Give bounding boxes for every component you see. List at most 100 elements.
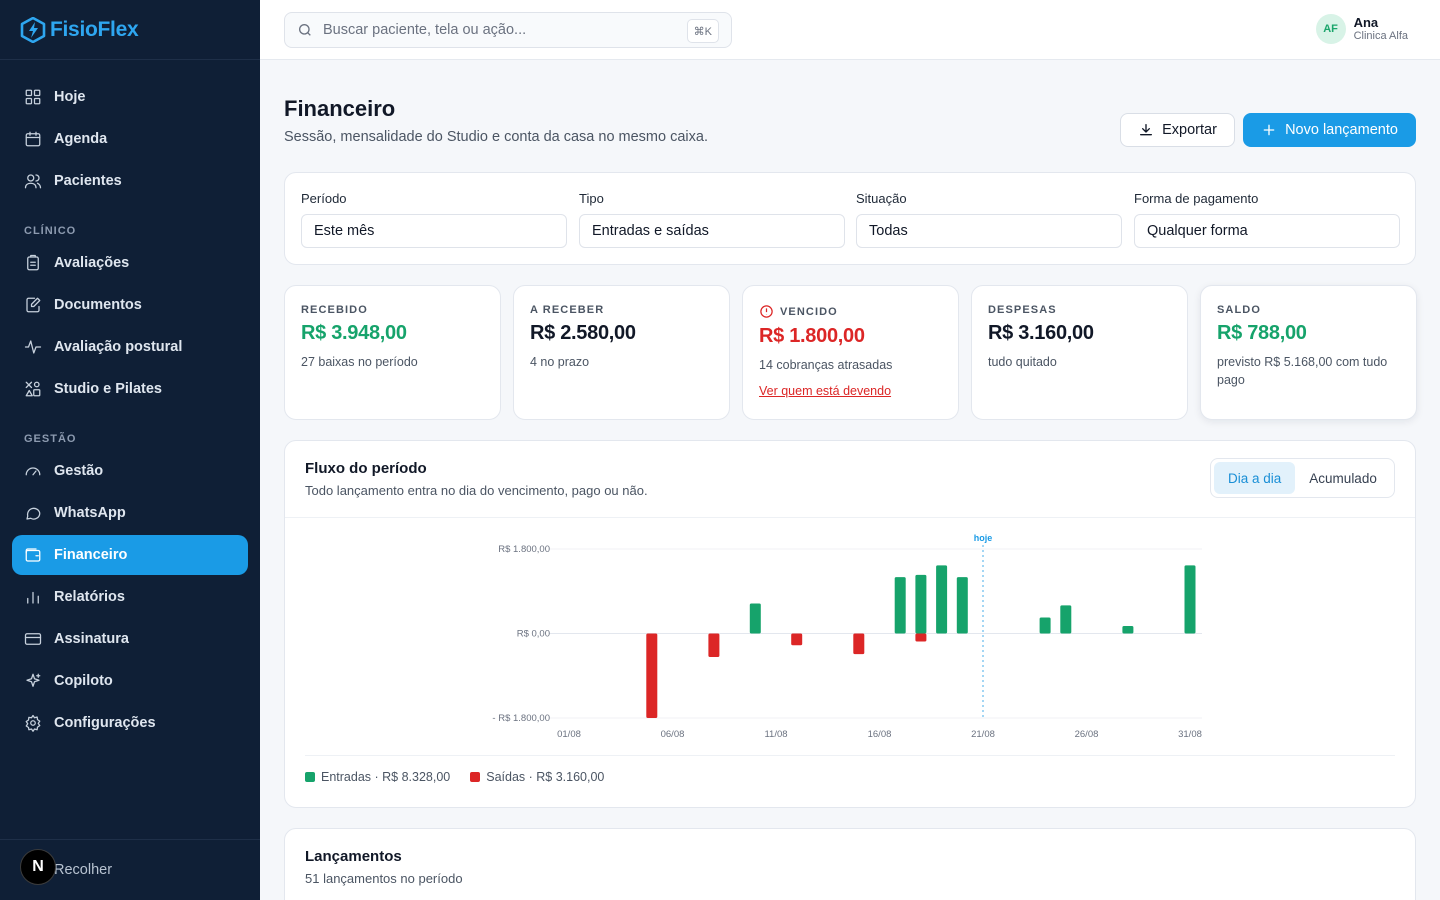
- see-debtors-link[interactable]: Ver quem está devendo: [759, 384, 892, 398]
- kpi-value: R$ 3.948,00: [301, 322, 407, 344]
- sidebar-item-configuracoes[interactable]: Configurações: [12, 703, 248, 743]
- view-toggle: Dia a dia Acumulado: [1210, 458, 1395, 498]
- sidebar-item-label: Studio e Pilates: [54, 381, 162, 397]
- search-input[interactable]: [323, 22, 673, 38]
- sidebar-item-label: Hoje: [54, 89, 86, 105]
- sidebar-item-pacientes[interactable]: Pacientes: [12, 161, 248, 201]
- bar-saídas: [791, 633, 803, 646]
- kpi-label: A RECEBER: [530, 304, 605, 316]
- sparkle-icon: [26, 673, 41, 687]
- section-gestao: GESTÃO: [24, 433, 77, 445]
- filter-situacao: Situação Todas: [856, 191, 1122, 248]
- chart-title: Fluxo do período: [305, 460, 427, 477]
- sidebar-item-avaliacao-postural[interactable]: Avaliação postural: [12, 327, 248, 367]
- kpi-a-receber: A RECEBER R$ 2.580,00 4 no prazo: [513, 285, 730, 420]
- sidebar-item-whatsapp[interactable]: WhatsApp: [12, 493, 248, 533]
- filters-panel: Período Este mês Tipo Entradas e saídas …: [284, 172, 1416, 265]
- bar-saídas: [853, 633, 865, 655]
- grid-icon: [25, 89, 41, 105]
- kpi-label: VENCIDO: [780, 305, 838, 318]
- filter-label: Forma de pagamento: [1134, 191, 1259, 206]
- kpi-value: R$ 2.580,00: [530, 322, 636, 344]
- bar-saídas: [708, 633, 720, 657]
- sidebar-item-label: Avaliação postural: [54, 339, 183, 355]
- sidebar-nav: Hoje Agenda Pacientes CLÍNICO Avaliações…: [0, 60, 260, 743]
- sidebar-item-label: Financeiro: [54, 547, 128, 563]
- new-entry-button[interactable]: Novo lançamento: [1243, 113, 1416, 147]
- sidebar-item-agenda[interactable]: Agenda: [12, 119, 248, 159]
- kpi-vencido: VENCIDO R$ 1.800,00 14 cobranças atrasad…: [742, 285, 959, 420]
- sidebar-item-label: Assinatura: [54, 631, 129, 647]
- sidebar-item-copiloto[interactable]: Copiloto: [12, 661, 248, 701]
- kpi-despesas: DESPESAS R$ 3.160,00 tudo quitado: [971, 285, 1188, 420]
- sidebar-item-financeiro[interactable]: Financeiro: [12, 535, 248, 575]
- sidebar-item-avaliacoes[interactable]: Avaliações: [12, 243, 248, 283]
- users-icon: [24, 174, 42, 189]
- chart-subtitle: Todo lançamento entra no dia do vencimen…: [305, 483, 648, 498]
- filter-label: Situação: [856, 191, 907, 206]
- kpi-value: R$ 788,00: [1217, 322, 1307, 344]
- sidebar-item-hoje[interactable]: Hoje: [12, 77, 248, 117]
- user-name: Ana: [1353, 14, 1379, 30]
- sidebar-item-assinatura[interactable]: Assinatura: [12, 619, 248, 659]
- search-box[interactable]: ⌘K: [284, 12, 732, 48]
- n-badge[interactable]: N: [20, 849, 56, 885]
- today-label: hoje: [974, 533, 993, 543]
- kpi-label: RECEBIDO: [301, 304, 368, 316]
- filter-forma-pagamento: Forma de pagamento Qualquer forma: [1134, 191, 1400, 248]
- legend-divider: [305, 755, 1395, 756]
- kpi-note: 4 no prazo: [530, 355, 590, 369]
- bar-entradas: [1039, 617, 1051, 634]
- new-entry-label: Novo lançamento: [1285, 122, 1398, 138]
- logo[interactable]: FisioFlex: [0, 0, 260, 60]
- filter-periodo: Período Este mês: [301, 191, 567, 248]
- clipboard-icon: [27, 254, 39, 271]
- download-icon: [1140, 124, 1153, 136]
- sidebar-item-label: Pacientes: [54, 173, 122, 189]
- bar-saídas: [646, 633, 658, 718]
- sidebar-item-gestao[interactable]: Gestão: [12, 451, 248, 491]
- x-tick-label: 21/08: [971, 729, 995, 740]
- export-label: Exportar: [1162, 122, 1217, 138]
- pulse-icon: [24, 340, 42, 354]
- alert-circle-icon: [760, 305, 773, 318]
- toggle-cumulative[interactable]: Acumulado: [1309, 470, 1377, 486]
- sidebar-item-documentos[interactable]: Documentos: [12, 285, 248, 325]
- bar-entradas: [915, 574, 927, 634]
- export-button[interactable]: Exportar: [1120, 113, 1235, 147]
- filter-label: Tipo: [579, 191, 604, 206]
- x-tick-label: 16/08: [868, 729, 892, 740]
- credit-card-icon: [24, 633, 42, 645]
- sidebar-item-label: Documentos: [54, 297, 142, 313]
- kpi-label: DESPESAS: [988, 304, 1057, 316]
- kpi-value: R$ 1.800,00: [759, 325, 865, 347]
- filter-tipo: Tipo Entradas e saídas: [579, 191, 845, 248]
- bar-entradas: [894, 577, 906, 634]
- user-menu[interactable]: AF Ana Clinica Alfa: [1315, 14, 1408, 44]
- y-tick-label: R$ 0,00: [517, 629, 550, 640]
- toggle-daily[interactable]: Dia a dia: [1214, 462, 1296, 494]
- entries-card: Lançamentos 51 lançamentos no período: [284, 828, 1416, 900]
- situacao-select[interactable]: Todas: [856, 214, 1122, 248]
- forma-pagamento-select[interactable]: Qualquer forma: [1134, 214, 1400, 248]
- chart-divider: [285, 517, 1415, 518]
- sidebar-item-studio-pilates[interactable]: Studio e Pilates: [12, 369, 248, 409]
- kpi-label-row: VENCIDO: [759, 304, 942, 319]
- sidebar-item-label: Avaliações: [54, 255, 130, 271]
- bar-entradas: [1122, 625, 1134, 634]
- wallet-icon: [25, 548, 41, 562]
- sidebar-item-label: Relatórios: [54, 589, 125, 605]
- sidebar-item-relatorios[interactable]: Relatórios: [12, 577, 248, 617]
- tipo-select[interactable]: Entradas e saídas: [579, 214, 845, 248]
- cashflow-chart: R$ 1.800,00 R$ 0,00 - R$ 1.800,00 01/08 06/0…: [492, 533, 1202, 740]
- plus-icon: [1263, 124, 1275, 136]
- kpi-label: SALDO: [1217, 304, 1261, 316]
- collapse-button[interactable]: Recolher: [54, 862, 113, 878]
- bar-entradas: [749, 603, 761, 634]
- legend-entradas: Entradas · R$ 8.328,00: [305, 770, 450, 784]
- bar-entradas: [1184, 565, 1196, 634]
- main-content: Financeiro Sessão, mensalidade do Studio…: [260, 60, 1440, 900]
- chart-legend: Entradas · R$ 8.328,00 Saídas · R$ 3.160…: [305, 770, 624, 784]
- x-tick-label: 11/08: [764, 729, 787, 740]
- periodo-select[interactable]: Este mês: [301, 214, 567, 248]
